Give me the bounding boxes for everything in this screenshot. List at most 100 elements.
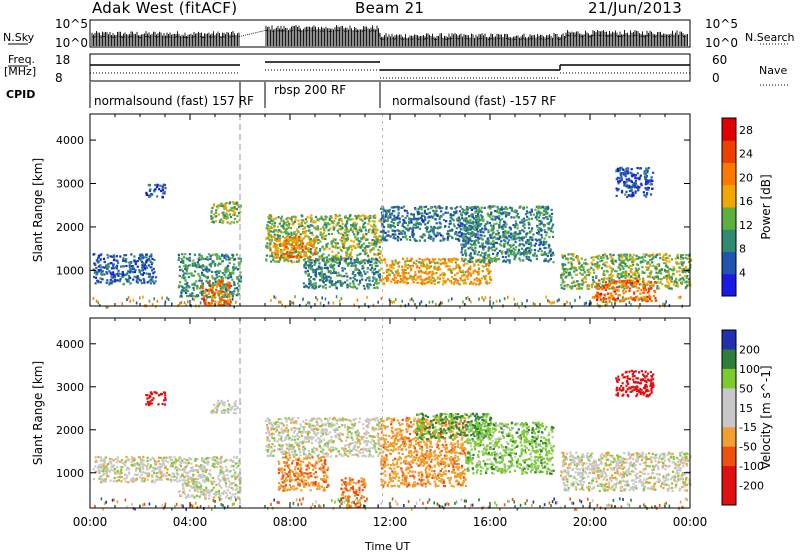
nsearch-trace bbox=[91, 29, 688, 41]
echo-cell bbox=[535, 205, 538, 208]
echo-cell bbox=[653, 277, 656, 280]
echo-cell bbox=[209, 254, 212, 257]
echo-cell bbox=[285, 221, 288, 224]
echo-cell bbox=[451, 214, 454, 217]
echo-cell bbox=[617, 272, 620, 276]
echo-cell bbox=[540, 220, 543, 223]
echo-cell bbox=[334, 217, 337, 220]
echo-cell bbox=[143, 256, 146, 259]
echo-cell bbox=[207, 293, 210, 296]
echo-cell bbox=[393, 206, 396, 209]
echo-cell bbox=[444, 225, 447, 228]
echo-cell bbox=[292, 247, 295, 250]
echo-cell bbox=[666, 270, 669, 273]
echo-cell bbox=[525, 242, 528, 245]
echo-cell bbox=[594, 265, 597, 268]
echo-cell bbox=[231, 213, 235, 216]
echo-cell bbox=[349, 282, 352, 285]
echo-cell bbox=[309, 238, 312, 241]
echo-cell bbox=[406, 224, 410, 227]
echo-cell bbox=[567, 253, 570, 256]
echo-cell bbox=[496, 208, 499, 211]
power-colorbar-segment bbox=[722, 229, 736, 252]
echo-cell bbox=[652, 253, 655, 256]
echo-cell bbox=[97, 256, 100, 259]
echo-cell bbox=[479, 254, 482, 257]
echo-cell bbox=[308, 229, 311, 232]
echo-cell bbox=[182, 255, 185, 259]
echo-cell bbox=[563, 255, 566, 258]
echo-cell bbox=[632, 253, 635, 256]
echo-cell bbox=[633, 291, 636, 294]
echo-cell bbox=[500, 208, 503, 211]
echo-cell bbox=[577, 283, 580, 286]
echo-cell bbox=[302, 249, 305, 252]
echo-cell bbox=[355, 217, 358, 220]
echo-cell bbox=[371, 266, 374, 269]
echo-cell bbox=[404, 276, 407, 279]
echo-cell bbox=[224, 255, 227, 258]
echo-cell bbox=[635, 296, 638, 299]
echo-cell bbox=[326, 276, 329, 279]
echo-cell bbox=[415, 219, 418, 222]
echo-cell bbox=[352, 283, 355, 286]
echo-cell bbox=[141, 254, 144, 257]
echo-cell bbox=[503, 245, 506, 248]
echo-cell bbox=[678, 270, 681, 273]
echo-cell bbox=[221, 259, 224, 263]
echo-cell bbox=[227, 295, 230, 298]
echo-cell bbox=[291, 215, 294, 219]
echo-cell bbox=[349, 246, 352, 249]
echo-cell bbox=[477, 209, 480, 212]
echo-cell bbox=[318, 257, 322, 260]
echo-cell bbox=[460, 222, 463, 225]
echo-cell bbox=[604, 254, 607, 257]
echo-cell bbox=[153, 270, 156, 273]
echo-cell bbox=[180, 261, 183, 264]
echo-cell bbox=[412, 223, 415, 226]
echo-cell bbox=[347, 263, 350, 266]
echo-cell bbox=[674, 257, 677, 260]
echo-cell bbox=[355, 238, 358, 241]
echo-cell bbox=[595, 275, 598, 278]
echo-cell bbox=[641, 256, 644, 259]
echo-cell bbox=[466, 236, 469, 239]
echo-cell bbox=[523, 249, 526, 252]
echo-cell bbox=[115, 267, 118, 270]
echo-cell bbox=[349, 251, 353, 254]
nsky-label: N.Sky bbox=[3, 31, 35, 44]
echo-cell bbox=[214, 215, 217, 218]
echo-cell bbox=[607, 296, 611, 299]
echo-cell bbox=[530, 210, 533, 213]
echo-cell bbox=[304, 232, 307, 235]
echo-cell bbox=[651, 276, 654, 279]
echo-cell bbox=[115, 259, 118, 262]
echo-cell bbox=[222, 298, 225, 302]
echo-cell bbox=[570, 265, 573, 268]
echo-cell bbox=[372, 215, 375, 218]
echo-cell bbox=[550, 254, 553, 257]
echo-cell bbox=[184, 279, 187, 282]
echo-cell bbox=[222, 213, 225, 216]
echo-cell bbox=[310, 220, 313, 223]
echo-cell bbox=[527, 227, 531, 230]
echo-cell bbox=[635, 282, 638, 286]
echo-cell bbox=[628, 257, 632, 261]
echo-cell bbox=[282, 244, 285, 247]
echo-cell bbox=[513, 225, 516, 228]
echo-cell bbox=[151, 261, 154, 264]
echo-cell bbox=[469, 274, 473, 277]
echo-cell bbox=[477, 237, 480, 240]
echo-cell bbox=[458, 218, 461, 221]
echo-cell bbox=[481, 238, 484, 241]
echo-cell bbox=[128, 265, 131, 268]
echo-cell bbox=[464, 226, 468, 229]
echo-cell bbox=[201, 293, 204, 296]
echo-cell bbox=[226, 209, 229, 212]
echo-cell bbox=[364, 279, 367, 282]
echo-cell bbox=[184, 291, 188, 295]
echo-cell bbox=[295, 249, 298, 252]
echo-cell bbox=[471, 247, 474, 250]
echo-cell bbox=[665, 270, 668, 273]
echo-cell bbox=[200, 286, 203, 289]
